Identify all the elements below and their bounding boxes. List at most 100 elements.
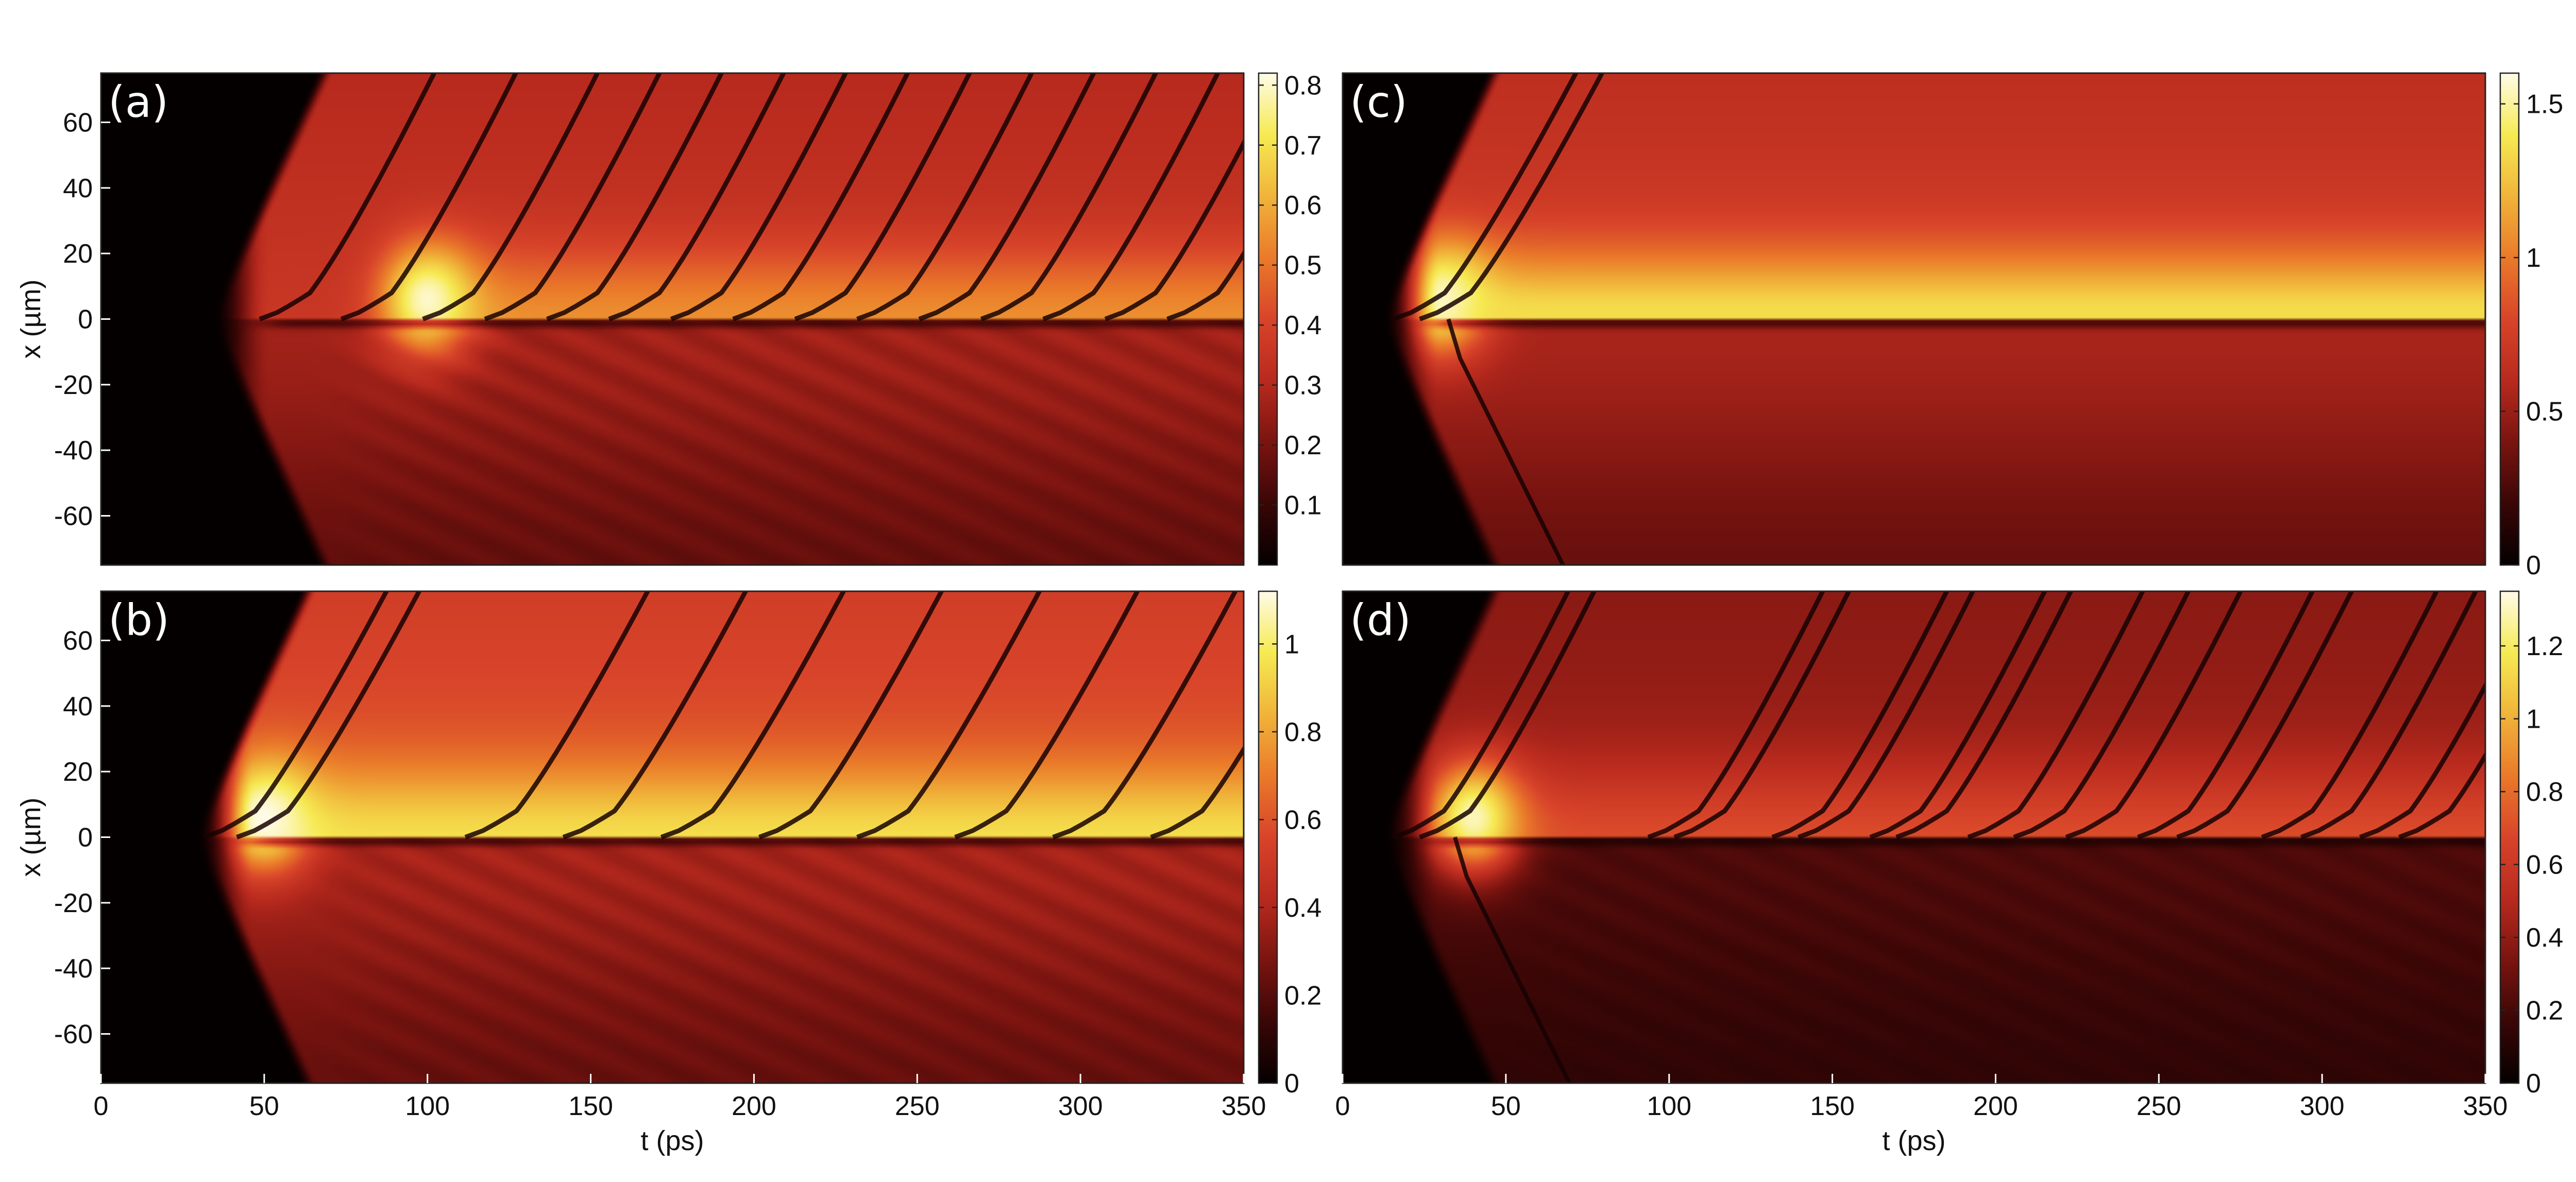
dark-soliton-line xyxy=(1104,138,1244,321)
colorbar-tick-label: 0.3 xyxy=(1284,371,1321,401)
dark-soliton-line xyxy=(2065,591,2243,840)
dark-soliton-line xyxy=(203,591,389,840)
x-tick-label: 0 xyxy=(94,1091,109,1121)
y-tick-label: 0 xyxy=(78,305,93,335)
colorbar-tick-label: 1 xyxy=(2526,243,2541,273)
y-tick-label: -40 xyxy=(54,954,93,984)
colorbar-tick-label: 0.4 xyxy=(1284,311,1321,340)
colorbar-tick-label: 0.8 xyxy=(1284,717,1321,747)
x-tick-label: 100 xyxy=(405,1091,450,1121)
panel-b: -60 -40 -20 0 20 40 60 0 50 100 150 200 250 300 350 x (… xyxy=(15,590,1321,1156)
panel-d: 0 50 100 150 200 250 300 350 t (ps) (d) 0 0.2 0.4 0.6… xyxy=(1335,590,2563,1156)
colorbar-tick-label: 0.6 xyxy=(2526,850,2563,880)
colorbar-tick-label: 0.4 xyxy=(2526,923,2563,953)
dark-soliton-line xyxy=(2176,591,2354,840)
colorbar-tick-label: 0 xyxy=(2526,1069,2541,1099)
dark-soliton-line xyxy=(259,73,437,321)
y-tick-label: -60 xyxy=(54,1020,93,1050)
dark-soliton-line xyxy=(918,73,1096,321)
y-tick-label: -60 xyxy=(54,502,93,532)
dark-soliton-line xyxy=(1052,591,1238,840)
soliton-lines-d xyxy=(1393,591,2485,1083)
y-tick-label: -20 xyxy=(54,370,93,400)
colorbar-tick-label: 1 xyxy=(2526,705,2541,734)
x-tick-label: 50 xyxy=(249,1091,279,1121)
dark-soliton-line xyxy=(1673,591,1852,840)
dark-soliton-line xyxy=(236,591,422,840)
dark-soliton-line xyxy=(340,73,519,321)
colorbar-c: 0 0.5 1 1.5 xyxy=(2499,72,2563,580)
panel-label-c: (c) xyxy=(1350,77,1408,127)
x-tick-label: 350 xyxy=(2463,1091,2508,1121)
colorbar-tick-label: 0.7 xyxy=(1284,131,1321,161)
dark-soliton-line xyxy=(856,73,1035,321)
dark-soliton-line xyxy=(1419,73,1605,321)
colorbar-gradient xyxy=(1258,590,1278,1084)
colorbar-gradient xyxy=(2499,72,2520,566)
dark-soliton-line xyxy=(1453,836,1572,1083)
y-tick-label: 60 xyxy=(63,108,93,138)
dark-soliton-line xyxy=(1798,591,1976,840)
soliton-lines-a xyxy=(259,73,1244,321)
heatmap-b xyxy=(101,591,1244,1083)
colorbar-a: 0.1 0.2 0.3 0.4 0.5 0.6 0.7 0.8 xyxy=(1258,71,1321,566)
colorbar-tick-label: 0.1 xyxy=(1284,491,1321,521)
x-tick-label: 100 xyxy=(1647,1091,1691,1121)
dark-soliton-line xyxy=(856,591,1042,840)
x-tick-label: 200 xyxy=(732,1091,776,1121)
x-axis-title: t (ps) xyxy=(1882,1125,1945,1156)
dark-soliton-line xyxy=(1393,591,1571,840)
y-tick-label: 40 xyxy=(63,174,93,203)
heatmap-d xyxy=(1343,591,2485,1083)
x-tick-label: 300 xyxy=(2300,1091,2345,1121)
colorbar-tick-label: 0.6 xyxy=(1284,191,1321,220)
dark-soliton-line xyxy=(1967,591,2145,840)
y-tick-label: 40 xyxy=(63,692,93,722)
y-tick-label: 0 xyxy=(78,823,93,853)
dark-soliton-line xyxy=(2398,751,2485,840)
heatmap-c xyxy=(1343,73,2485,565)
colorbar-tick-label: 0.2 xyxy=(2526,996,2563,1026)
x-tick-label: 350 xyxy=(1222,1091,1266,1121)
dark-soliton-line xyxy=(464,591,651,840)
colorbar-tick-label: 1.2 xyxy=(2526,631,2563,661)
dark-soliton-line xyxy=(954,591,1140,840)
dark-soliton-line xyxy=(546,73,724,321)
dark-soliton-line xyxy=(2300,591,2479,840)
soliton-lines-c xyxy=(1393,73,1605,565)
dark-soliton-line xyxy=(2261,591,2439,840)
dark-soliton-line xyxy=(2359,681,2485,840)
colorbar-tick-label: 0.4 xyxy=(1284,893,1321,923)
x-tick-label: 150 xyxy=(1810,1091,1855,1121)
x-tick-label: 50 xyxy=(1491,1091,1521,1121)
dark-soliton-line xyxy=(2013,591,2191,840)
colorbar-b: 0 0.2 0.4 0.6 0.8 1 xyxy=(1258,590,1321,1099)
dark-soliton-line xyxy=(422,73,600,321)
colorbar-gradient xyxy=(2499,590,2520,1084)
y-axis-title: x (µm) xyxy=(15,797,46,877)
x-tick-label: 0 xyxy=(1335,1091,1350,1121)
dark-soliton-line xyxy=(660,591,846,840)
colorbar-gradient xyxy=(1258,72,1278,566)
y-tick-label: 20 xyxy=(63,757,93,787)
x-axis-title: t (ps) xyxy=(640,1125,704,1156)
colorbar-tick-label: 0.2 xyxy=(1284,431,1321,460)
dark-soliton-line xyxy=(1647,591,1825,840)
panel-label-b: (b) xyxy=(108,595,170,645)
y-tick-label: -20 xyxy=(54,888,93,918)
x-tick-label: 200 xyxy=(1973,1091,2018,1121)
dark-soliton-line xyxy=(1150,745,1244,840)
dark-soliton-line xyxy=(1446,318,1566,565)
dark-soliton-line xyxy=(1419,591,1597,840)
dark-soliton-line xyxy=(1869,591,2047,840)
colorbar-tick-label: 0.5 xyxy=(1284,251,1321,281)
colorbar-tick-label: 0 xyxy=(1284,1069,1299,1099)
colorbar-tick-label: 0.6 xyxy=(1284,805,1321,835)
panel-a: -60 -40 -20 0 20 40 60 x (µm) (a) 0.1 0.2 0.3 0.4 0.5… xyxy=(15,71,1321,566)
panel-label-d: (d) xyxy=(1350,595,1411,645)
dark-soliton-line xyxy=(2137,591,2315,840)
dark-soliton-line xyxy=(484,73,662,321)
y-axis-title: x (µm) xyxy=(15,279,46,358)
y-tick-label: -40 xyxy=(54,436,93,466)
